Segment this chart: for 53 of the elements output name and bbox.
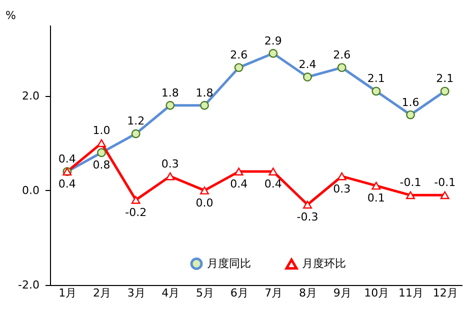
point: [268, 168, 278, 176]
point: [303, 200, 312, 209]
x-tick-label: 6月: [230, 286, 248, 300]
data-label: 0.8: [92, 158, 110, 172]
data-label: -0.2: [125, 206, 147, 219]
data-label: 2.4: [298, 58, 316, 71]
data-label: 2.9: [264, 34, 282, 48]
data-label: 2.6: [333, 48, 351, 62]
data-label: -0.1: [400, 176, 422, 190]
x-tick-label: 9月: [333, 286, 352, 300]
data-label: 1.0: [92, 124, 110, 138]
y-tick-label: 0.0: [22, 184, 40, 197]
data-label: 0.1: [367, 192, 385, 205]
y-tick-label: -2.0: [18, 278, 40, 292]
data-label: 1.8: [196, 86, 214, 100]
legend-label: 月度环比: [302, 257, 346, 270]
x-tick-label: 8月: [299, 286, 317, 300]
point: [440, 191, 450, 200]
data-label: 1.8: [161, 86, 179, 100]
data-label: 2.1: [436, 72, 454, 86]
x-tick-label: 7月: [264, 286, 283, 300]
x-tick-label: 3月: [127, 286, 146, 300]
x-tick-label: 2月: [93, 286, 111, 300]
x-tick-label: 10月: [364, 286, 390, 300]
y-axis-title: %: [6, 9, 16, 22]
point: [372, 182, 381, 190]
data-label: 0.3: [333, 182, 351, 196]
point: [200, 186, 209, 194]
point: [234, 168, 244, 176]
data-label: 0.4: [230, 178, 248, 191]
data-label: 0.3: [161, 157, 179, 170]
x-tick-label: 5月: [196, 286, 214, 300]
data-label: -0.1: [434, 176, 456, 190]
x-tick-label: 11月: [398, 286, 424, 300]
point: [131, 196, 140, 204]
x-tick-label: 4月: [162, 286, 180, 300]
data-label: 2.1: [367, 72, 385, 86]
x-tick-label: 12月: [432, 286, 458, 300]
data-label: 0.4: [264, 178, 282, 191]
point: [166, 172, 175, 180]
data-label: 1.2: [127, 114, 145, 128]
point: [337, 172, 346, 180]
data-label: 0.0: [196, 196, 214, 210]
data-label: 1.6: [402, 96, 420, 109]
legend-label: 月度同比: [207, 256, 251, 270]
data-label: -0.3: [296, 210, 318, 224]
y-tick-label: 2.0: [22, 89, 40, 102]
data-label: 0.4: [58, 178, 76, 191]
data-label: 2.6: [230, 48, 248, 62]
x-tick-label: 1月: [58, 286, 77, 300]
point: [97, 139, 106, 148]
data-label: 0.4: [58, 152, 76, 166]
point: [406, 191, 415, 200]
